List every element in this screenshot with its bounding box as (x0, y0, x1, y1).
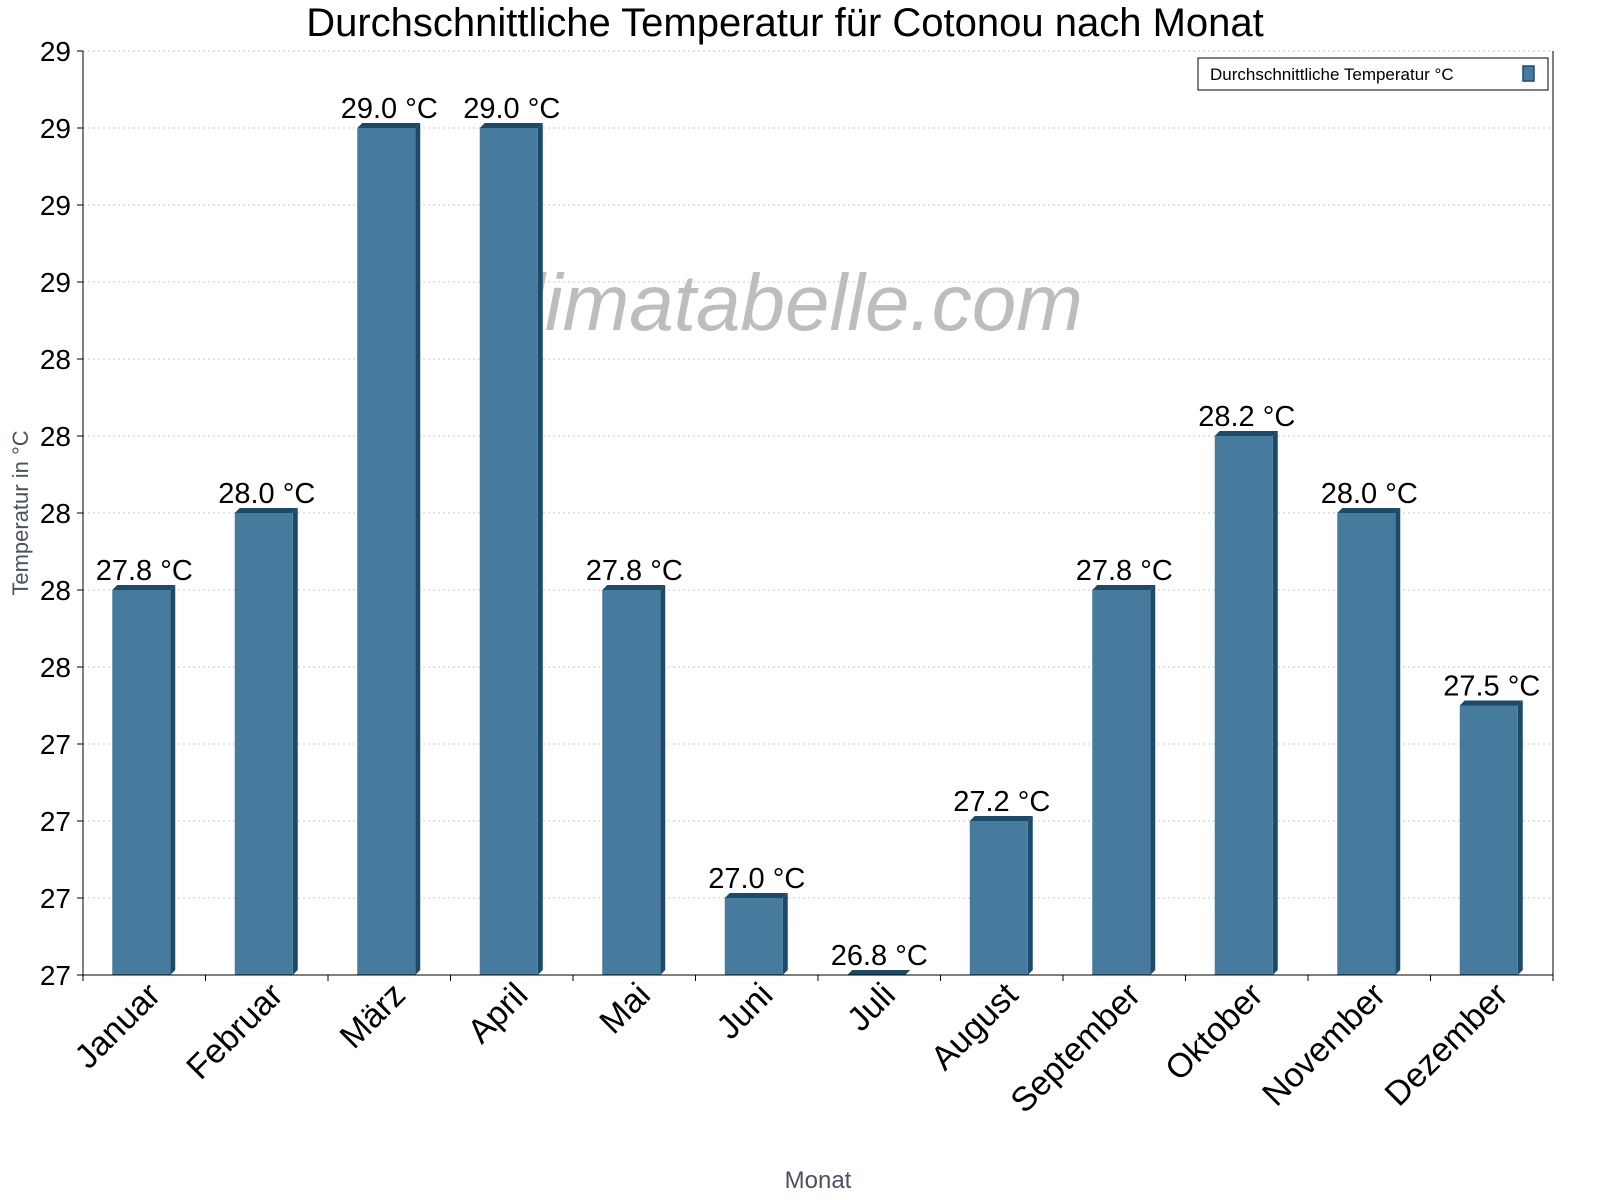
legend-swatch (1522, 65, 1535, 82)
bar-side (1150, 585, 1156, 975)
watermark: klimatabelle.com (487, 258, 1083, 347)
y-tick-label: 29 (40, 113, 71, 144)
y-tick-label: 27 (40, 806, 71, 837)
data-label: 27.5 °C (1443, 671, 1540, 703)
x-tick-label: Februar (179, 976, 290, 1087)
x-tick-label: Mai (592, 976, 658, 1042)
bar-top (1092, 585, 1156, 590)
y-tick-label: 28 (40, 575, 71, 606)
bar-top (724, 893, 788, 898)
bar-side (1395, 508, 1401, 975)
bar-side (170, 585, 176, 975)
data-label: 27.8 °C (96, 555, 193, 587)
x-tick-label: Juli (840, 976, 903, 1039)
data-label: 26.8 °C (831, 940, 928, 972)
bar (234, 513, 293, 975)
y-tick-labels: 27 27 27 27 28 28 28 28 28 29 29 29 29 (40, 36, 71, 991)
bar (1214, 436, 1273, 975)
bar-side (537, 123, 543, 975)
bar-top (357, 123, 421, 128)
bar (112, 590, 171, 975)
y-tick-label: 29 (40, 36, 71, 67)
data-label: 27.0 °C (708, 863, 805, 895)
bar-side (1517, 700, 1523, 975)
bar-side (292, 508, 298, 975)
data-label: 28.2 °C (1198, 401, 1295, 433)
bar (357, 128, 416, 975)
x-tick-label: Juni (709, 976, 780, 1047)
x-tick-label: April (460, 976, 535, 1051)
x-tick-label: März (333, 976, 413, 1056)
bar-top (112, 585, 176, 590)
bar-top (479, 123, 543, 128)
y-tick-label: 29 (40, 190, 71, 221)
y-tick-label: 27 (40, 729, 71, 760)
bar-top (1459, 700, 1523, 706)
data-label: 27.8 °C (586, 555, 683, 587)
bar (1337, 513, 1396, 975)
y-tick-label: 27 (40, 883, 71, 914)
bars: 27.8 °C 28.0 °C 29.0 °C 29.0 °C 27.8 °C 27.0 … (96, 93, 1540, 975)
x-tick-label: August (924, 975, 1026, 1077)
y-tick-label: 28 (40, 421, 71, 452)
y-tick-label: 29 (40, 267, 71, 298)
data-label: 27.8 °C (1076, 555, 1173, 587)
bar-top (1337, 508, 1401, 513)
y-tick-label: 28 (40, 652, 71, 683)
x-tick-label: Oktober (1158, 976, 1270, 1088)
data-label: 29.0 °C (341, 93, 438, 125)
bar-top (969, 816, 1033, 821)
bar (1459, 705, 1518, 975)
bar (602, 590, 661, 975)
bar (1092, 590, 1151, 975)
x-axis-label: Monat (785, 1167, 852, 1194)
axes (77, 50, 1554, 981)
bar-side (1272, 431, 1278, 975)
y-tick-label: 27 (40, 960, 71, 991)
bar-side (782, 893, 788, 975)
bar-top (234, 508, 298, 513)
data-label: 29.0 °C (463, 93, 560, 125)
x-tick-labels: Januar Februar März April Mai Juni Juli AugustS… (68, 975, 1516, 1120)
y-tick-label: 28 (40, 498, 71, 529)
bar-side (1027, 816, 1033, 975)
chart-title: Durchschnittliche Temperatur für Cotonou… (306, 1, 1264, 45)
bar-top (602, 585, 666, 590)
data-label: 27.2 °C (953, 786, 1050, 818)
legend-box (1197, 57, 1549, 91)
legend: Durchschnittliche Temperatur °C (1197, 57, 1549, 91)
x-tick-label: September (1003, 976, 1147, 1120)
y-axis-label: Temperatur in °C (8, 430, 33, 595)
bar (724, 898, 783, 975)
bar-side (415, 123, 421, 975)
bar (479, 128, 538, 975)
bar (969, 821, 1028, 975)
x-tick-label: November (1255, 976, 1393, 1114)
bar-side (660, 585, 666, 975)
x-tick-label: Januar (68, 976, 168, 1076)
data-label: 28.0 °C (1321, 478, 1418, 510)
y-tick-label: 28 (40, 344, 71, 375)
bar-top (1214, 431, 1278, 436)
data-label: 28.0 °C (218, 478, 315, 510)
grid-lines (83, 50, 1553, 899)
x-tick-label: Dezember (1378, 976, 1516, 1114)
bar-top (847, 970, 911, 975)
legend-label: Durchschnittliche Temperatur °C (1210, 65, 1454, 84)
